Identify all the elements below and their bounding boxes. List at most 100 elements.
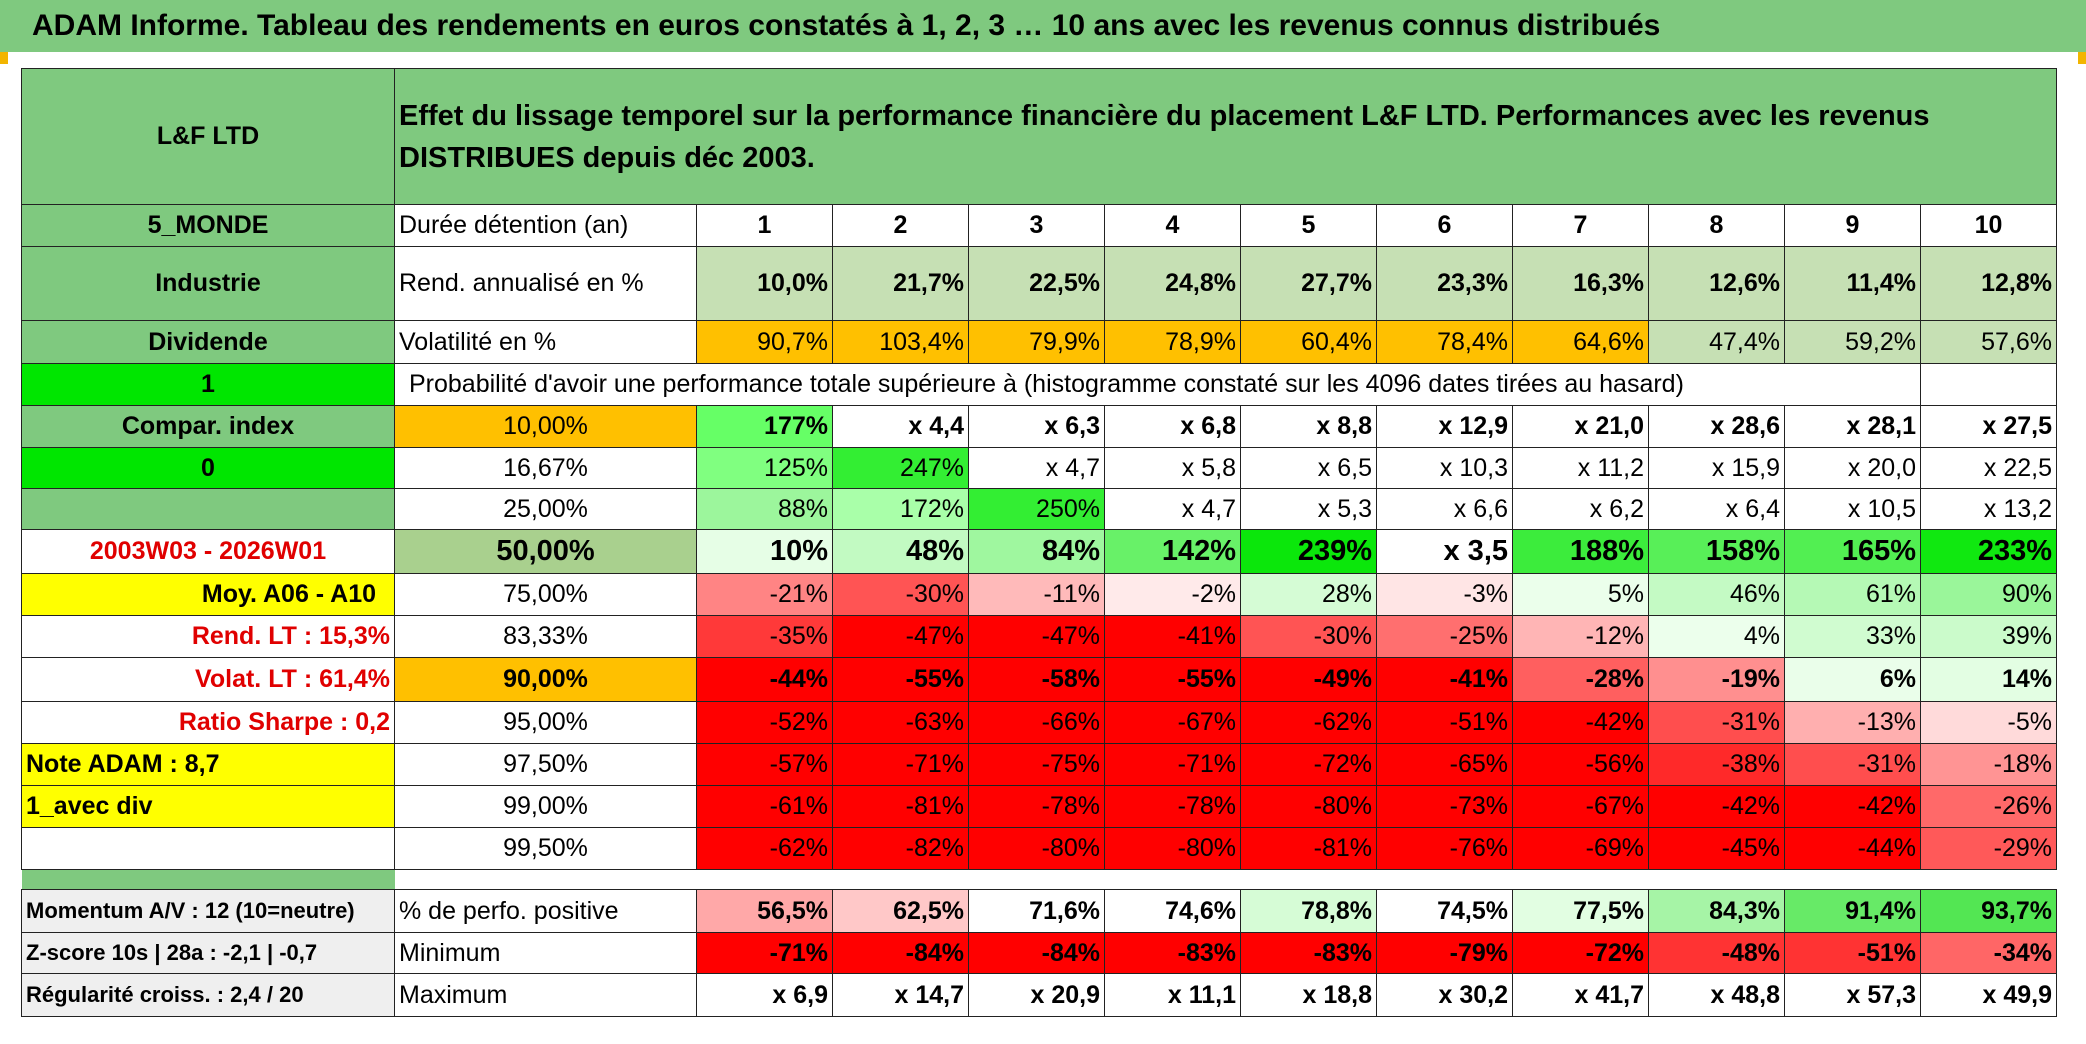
proba-label: Probabilité d'avoir une performance tota… [394, 363, 1921, 406]
perf-value: -41% [1104, 615, 1241, 658]
year-header: 4 [1104, 204, 1241, 247]
perf-value: -49% [1240, 657, 1377, 702]
rend-value: 22,5% [968, 246, 1105, 321]
perf-value: -67% [1512, 785, 1649, 828]
vol-value: 78,4% [1376, 320, 1513, 364]
perf-value: x 4,4 [832, 405, 969, 448]
perf-value: -55% [1104, 657, 1241, 702]
perf-value: -80% [968, 827, 1105, 870]
year-header: 6 [1376, 204, 1513, 247]
perf-value: -71% [832, 743, 969, 786]
vol-value: 79,9% [968, 320, 1105, 364]
fund-sector: Industrie [21, 246, 395, 321]
left-info-cell [21, 827, 395, 870]
perf-value: 233% [1920, 529, 2057, 574]
perf-value: 4% [1648, 615, 1785, 658]
year-header: 5 [1240, 204, 1377, 247]
perf-value: -28% [1512, 657, 1649, 702]
zscore: Z-score 10s | 28a : -2,1 | -0,7 [21, 932, 395, 974]
prob-row: Volat. LT : 61,4% 90,00% -44% -55% -58% -55% -… [21, 657, 2057, 702]
probability-level: 99,00% [394, 785, 697, 828]
perf-value: -71% [1104, 743, 1241, 786]
perf-value: -42% [1784, 785, 1921, 828]
max-value: x 41,7 [1512, 973, 1649, 1017]
perf-value: -81% [1240, 827, 1377, 870]
vol-value: 103,4% [832, 320, 969, 364]
perf-value: -2% [1104, 573, 1241, 616]
perf-value: x 3,5 [1376, 529, 1513, 574]
perf-value: 33% [1784, 615, 1921, 658]
perf-value: x 11,2 [1512, 447, 1649, 489]
min-value: -83% [1240, 932, 1377, 974]
perf-value: x 5,3 [1240, 488, 1377, 530]
left-info-cell: Ratio Sharpe : 0,2 [21, 701, 395, 744]
vol-value: 47,4% [1648, 320, 1785, 364]
pos-value: 77,5% [1512, 889, 1649, 933]
perf-value: -35% [696, 615, 833, 658]
vol-value: 64,6% [1512, 320, 1649, 364]
min-value: -83% [1104, 932, 1241, 974]
perf-value: -78% [1104, 785, 1241, 828]
perf-value: -30% [1240, 615, 1377, 658]
duree-label: Durée détention (an) [394, 204, 697, 247]
prob-row: Compar. index 10,00% 177% x 4,4 x 6,3 x 6,8 x … [21, 405, 2057, 448]
pos-value: 71,6% [968, 889, 1105, 933]
rend-value: 11,4% [1784, 246, 1921, 321]
pos-value: 93,7% [1920, 889, 2057, 933]
rend-value: 10,0% [696, 246, 833, 321]
perf-value: -38% [1648, 743, 1785, 786]
left-info-cell: Volat. LT : 61,4% [21, 657, 395, 702]
perf-value: x 6,8 [1104, 405, 1241, 448]
perf-value: -76% [1376, 827, 1513, 870]
perf-value: -12% [1512, 615, 1649, 658]
perf-value: 48% [832, 529, 969, 574]
vol-label: Volatilité en % [394, 320, 697, 364]
year-header: 3 [968, 204, 1105, 247]
probability-level: 75,00% [394, 573, 697, 616]
perf-value: -62% [1240, 701, 1377, 744]
min-value: -71% [696, 932, 833, 974]
perf-value: -51% [1376, 701, 1513, 744]
fund-zone: 5_MONDE [21, 204, 395, 247]
perf-value: 14% [1920, 657, 2057, 702]
year-header: 7 [1512, 204, 1649, 247]
probability-level: 16,67% [394, 447, 697, 489]
prob-row: 99,50% -62% -82% -80% -80% -81% -76% -69% -45% -4… [21, 827, 2057, 870]
header-text: Effet du lissage temporel sur la perform… [394, 68, 2057, 205]
vol-value: 60,4% [1240, 320, 1377, 364]
probability-level: 25,00% [394, 488, 697, 530]
min-value: -51% [1784, 932, 1921, 974]
perf-value: 188% [1512, 529, 1649, 574]
prob-row: Note ADAM : 8,7 97,50% -57% -71% -75% -71% -72… [21, 743, 2057, 786]
spacer [21, 869, 395, 890]
perf-value: -13% [1784, 701, 1921, 744]
perf-value: 247% [832, 447, 969, 489]
left-info-cell: Compar. index [21, 405, 395, 448]
vol-row: Dividende Volatilité en % 90,7% 103,4% 79,9%… [21, 320, 2057, 364]
perf-value: -3% [1376, 573, 1513, 616]
perf-value: 28% [1240, 573, 1377, 616]
max-value: x 57,3 [1784, 973, 1921, 1017]
perf-value: -41% [1376, 657, 1513, 702]
perf-value: -44% [696, 657, 833, 702]
blank-cell [1920, 363, 2057, 406]
perf-value: -26% [1920, 785, 2057, 828]
perf-value: 39% [1920, 615, 2057, 658]
perf-value: -11% [968, 573, 1105, 616]
perf-value: x 5,8 [1104, 447, 1241, 489]
max-value: x 14,7 [832, 973, 969, 1017]
vol-value: 78,9% [1104, 320, 1241, 364]
perf-value: x 6,5 [1240, 447, 1377, 489]
min-value: -84% [832, 932, 969, 974]
perf-value: x 6,4 [1648, 488, 1785, 530]
rend-value: 24,8% [1104, 246, 1241, 321]
flag-1: 1 [21, 363, 395, 406]
perf-value: x 10,5 [1784, 488, 1921, 530]
year-header: 10 [1920, 204, 2057, 247]
perf-value: -58% [968, 657, 1105, 702]
probability-level: 50,00% [394, 529, 697, 574]
vol-value: 90,7% [696, 320, 833, 364]
perf-value: x 15,9 [1648, 447, 1785, 489]
left-info-cell [21, 488, 395, 530]
perf-value: -62% [696, 827, 833, 870]
